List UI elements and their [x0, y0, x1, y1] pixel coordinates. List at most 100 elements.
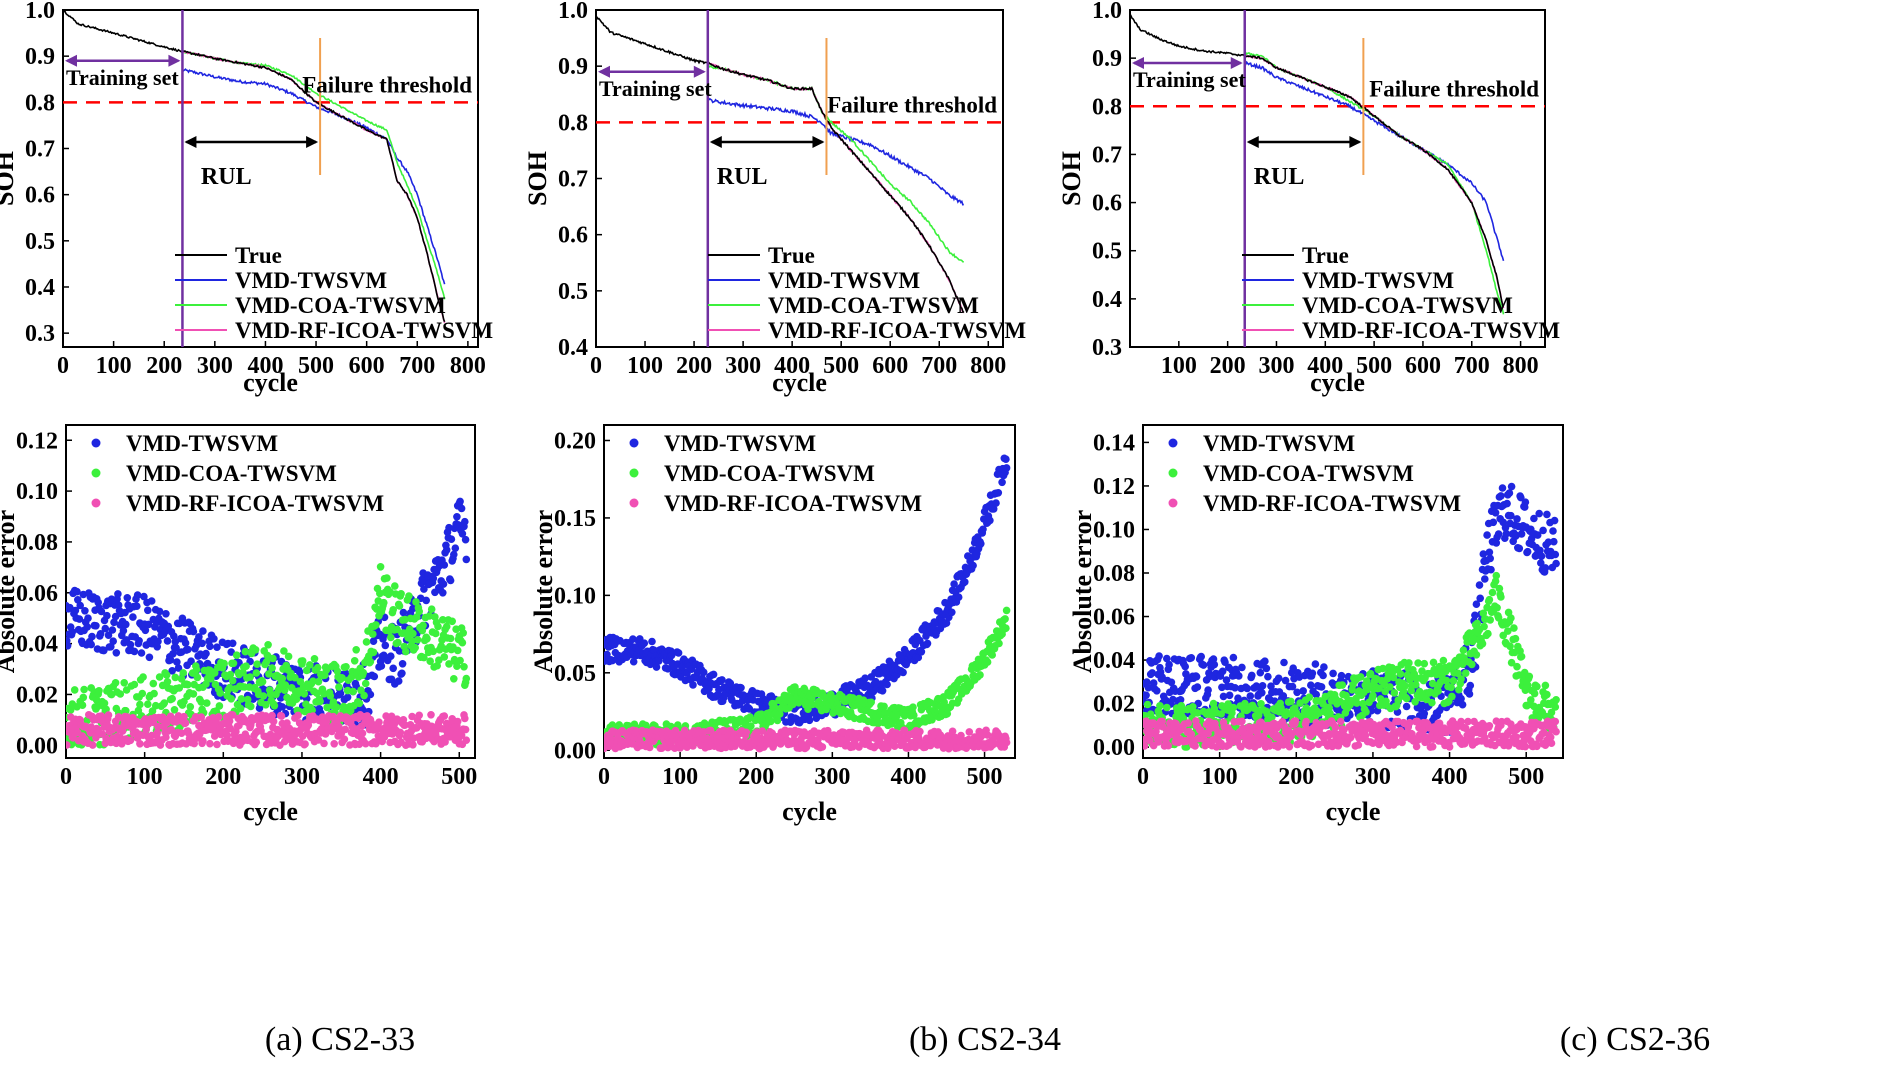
point [74, 596, 82, 604]
training-arrow-head-left [1132, 56, 1144, 69]
plot-area [1130, 13, 1545, 315]
point [401, 721, 409, 729]
point [451, 544, 460, 552]
point [301, 740, 309, 748]
point [192, 665, 201, 674]
point [818, 743, 827, 751]
x-tick-label: 300 [814, 764, 850, 790]
point [979, 525, 987, 534]
point [1494, 530, 1503, 538]
y-tick-label: 0.9 [1092, 46, 1122, 72]
y-tick-label: 0.10 [554, 583, 596, 609]
point [269, 654, 277, 663]
training-set-label: Training set [66, 65, 179, 90]
point [1268, 713, 1276, 721]
point [1237, 743, 1245, 751]
rul-arrow-head-left [709, 136, 722, 148]
point [1464, 717, 1472, 726]
point [439, 580, 448, 588]
point [640, 639, 649, 647]
point [1541, 564, 1550, 572]
point [426, 657, 435, 665]
legend-label: VMD-RF-ICOA-TWSVM [768, 318, 1026, 343]
point [1001, 615, 1009, 623]
point [215, 702, 224, 710]
x-axis-label: cycle [1326, 797, 1381, 826]
point [1475, 581, 1484, 589]
point [251, 646, 260, 654]
point [228, 711, 237, 719]
point [804, 705, 812, 713]
point [300, 690, 309, 698]
point [408, 712, 416, 721]
point [1413, 717, 1422, 726]
y-tick-label: 0.8 [25, 90, 55, 116]
legend-marker [629, 498, 639, 508]
point [916, 727, 924, 736]
point [1472, 600, 1481, 608]
y-axis-label: Absolute error [0, 510, 20, 673]
point [149, 679, 158, 688]
training-arrow-head-left [65, 54, 77, 67]
point [409, 629, 417, 638]
point [122, 707, 130, 715]
point [130, 680, 139, 689]
point [914, 653, 923, 662]
point [1312, 690, 1320, 699]
point [313, 689, 321, 697]
point [453, 717, 462, 726]
failure-threshold-label: Failure threshold [302, 72, 472, 97]
x-tick-label: 200 [1210, 353, 1246, 379]
training-set-label: Training set [1133, 67, 1246, 92]
point [1204, 686, 1212, 694]
point [187, 657, 195, 665]
point [456, 497, 464, 506]
y-tick-label: 0.00 [1093, 735, 1135, 761]
point [291, 673, 299, 682]
point [440, 561, 449, 569]
point [1473, 619, 1481, 628]
point [988, 651, 996, 659]
point [367, 718, 376, 727]
point [1405, 659, 1413, 667]
point [1402, 694, 1411, 703]
point [1353, 699, 1361, 707]
point [1551, 703, 1560, 711]
point [664, 665, 672, 673]
point [1537, 559, 1545, 567]
point [462, 674, 471, 683]
point [1457, 717, 1465, 726]
x-tick-label: 0 [590, 353, 602, 379]
point [718, 676, 726, 684]
point [162, 671, 171, 679]
point [223, 731, 231, 740]
x-tick-label: 300 [725, 353, 761, 379]
point [890, 742, 899, 750]
x-axis-label: cycle [772, 368, 827, 397]
series-vmd-twsvm [1244, 60, 1505, 262]
point [1525, 672, 1534, 681]
point [376, 563, 385, 571]
point [462, 555, 471, 564]
point [101, 624, 110, 633]
y-axis-label: Absolute error [529, 510, 558, 673]
y-tick-label: 0.9 [558, 54, 588, 80]
point [136, 700, 144, 709]
point [1517, 530, 1526, 538]
legend-label: VMD-TWSVM [1302, 268, 1454, 293]
point [100, 699, 109, 708]
point [341, 725, 350, 734]
point [1148, 669, 1156, 677]
point [1455, 685, 1463, 694]
point [277, 712, 286, 720]
point [457, 731, 466, 740]
point [144, 620, 153, 629]
point [867, 698, 875, 707]
x-tick-label: 700 [399, 353, 435, 379]
point [336, 689, 345, 698]
point [948, 727, 957, 736]
y-tick-label: 0.20 [554, 428, 596, 454]
point [1254, 711, 1263, 720]
point [1449, 677, 1458, 685]
point [236, 704, 245, 713]
